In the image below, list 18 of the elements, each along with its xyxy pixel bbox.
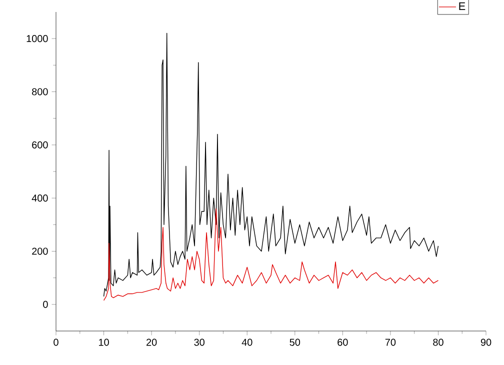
y-tick-label: 600 (32, 141, 48, 148)
x-tick-label: 80 (433, 338, 444, 346)
y-tick-label: 0 (43, 300, 48, 308)
y-tick-label: 800 (32, 88, 48, 96)
x-tick-label: 30 (194, 338, 204, 346)
line-series (103, 32, 439, 297)
x-tick-label: 90 (480, 338, 492, 346)
y-tick-label: 200 (32, 248, 48, 255)
legend-label: E (459, 2, 466, 10)
x-tick-label: 10 (99, 338, 109, 346)
x-tick-label: 60 (338, 338, 348, 346)
x-tick-label: 20 (146, 338, 157, 346)
x-tick-label: 0 (54, 338, 58, 346)
x-tick-label: 50 (290, 338, 300, 346)
y-tick-label: 1000 (26, 35, 48, 42)
x-tick-label: 40 (242, 338, 252, 346)
y-tick-label: 400 (32, 194, 48, 202)
x-tick-label: 70 (385, 338, 396, 346)
